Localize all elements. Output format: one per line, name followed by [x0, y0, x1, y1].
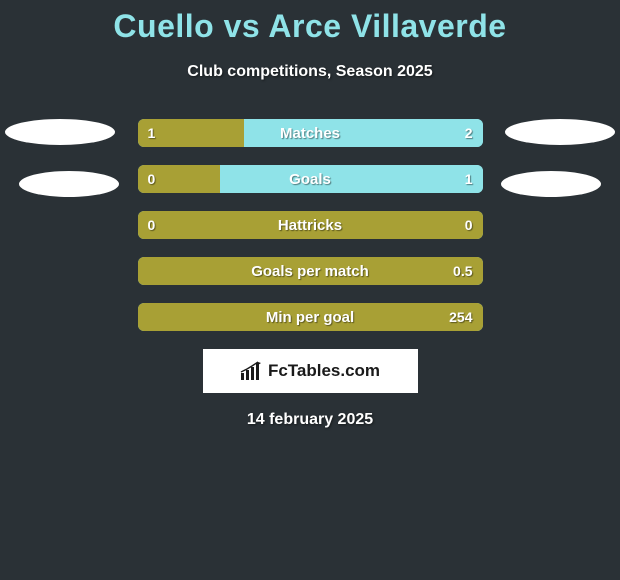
- bar-row: 1 2 Matches: [138, 119, 483, 147]
- bar-left-fill: [138, 211, 483, 239]
- bar-left-fill: [138, 119, 245, 147]
- player-left-avatar-1: [5, 119, 115, 145]
- bar-row: 0 1 Goals: [138, 165, 483, 193]
- bar-right-fill: [220, 165, 482, 193]
- bar-row: 0 0 Hattricks: [138, 211, 483, 239]
- bar-row: 0.5 Goals per match: [138, 257, 483, 285]
- bar-left-fill: [138, 165, 221, 193]
- date-text: 14 february 2025: [0, 411, 620, 429]
- player-right-avatar-2: [501, 171, 601, 197]
- player-right-avatar-1: [505, 119, 615, 145]
- bar-left-fill: [138, 303, 483, 331]
- bar-left-fill: [138, 257, 483, 285]
- player-left-avatar-2: [19, 171, 119, 197]
- bar-row: 254 Min per goal: [138, 303, 483, 331]
- bars-container: 1 2 Matches 0 1 Goals 0 0 Hattricks 0.5 …: [138, 119, 483, 331]
- page-title: Cuello vs Arce Villaverde: [0, 0, 620, 45]
- logo-text: FcTables.com: [268, 361, 380, 381]
- bars-growth-icon: [240, 361, 262, 381]
- bar-right-fill: [244, 119, 482, 147]
- source-logo[interactable]: FcTables.com: [203, 349, 418, 393]
- subtitle: Club competitions, Season 2025: [0, 63, 620, 81]
- comparison-chart: 1 2 Matches 0 1 Goals 0 0 Hattricks 0.5 …: [0, 119, 620, 331]
